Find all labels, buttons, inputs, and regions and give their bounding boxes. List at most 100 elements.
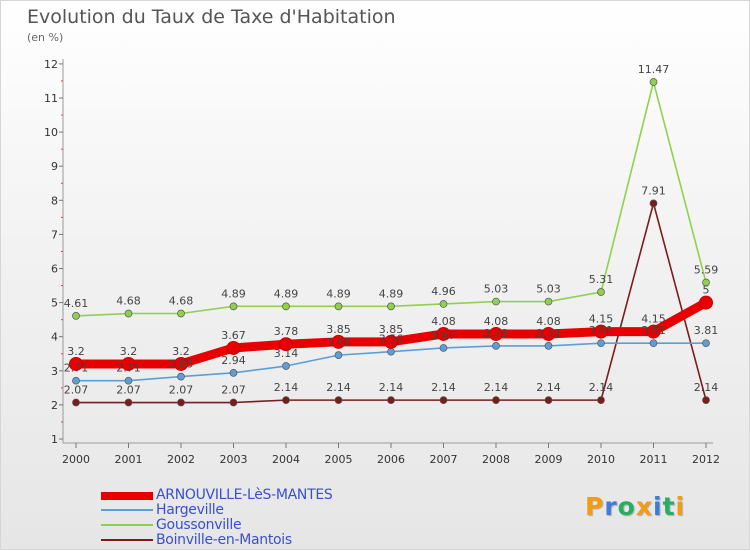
x-tick-label: 2000 <box>62 453 90 466</box>
data-point <box>702 339 710 348</box>
data-point <box>597 396 605 404</box>
legend-swatch <box>101 539 153 541</box>
logo-letter: o <box>617 492 636 521</box>
data-label: 4.96 <box>431 285 456 298</box>
data-point <box>702 396 710 404</box>
data-label: 3.85 <box>326 323 351 336</box>
y-tick-label: 7 <box>51 228 58 241</box>
series-points <box>69 78 713 407</box>
data-point <box>492 297 500 306</box>
data-label: 4.08 <box>484 315 509 328</box>
x-tick-label: 2009 <box>535 453 563 466</box>
legend-label: Boinville-en-Mantois <box>156 532 292 548</box>
data-point <box>331 334 346 349</box>
y-tick-label: 10 <box>44 126 58 139</box>
data-point <box>436 326 451 341</box>
data-point <box>282 396 290 404</box>
data-point <box>384 334 398 349</box>
data-point <box>489 326 503 341</box>
data-label: 2.07 <box>221 384 246 397</box>
data-label: 5.31 <box>589 273 614 286</box>
chart-subtitle: (en %) <box>27 31 64 44</box>
data-point <box>492 342 500 350</box>
data-labels: 3.2 3.2 3.2 3.67 3.78 3.85 3.85 4.08 4.08 4.08 4.1… <box>64 63 719 397</box>
legend-swatch <box>101 509 153 511</box>
data-point <box>334 302 343 311</box>
data-point <box>279 337 293 352</box>
data-label: 2.14 <box>431 381 456 394</box>
data-point <box>594 324 608 339</box>
y-tick-label: 6 <box>51 263 58 276</box>
legend-swatch <box>101 524 153 526</box>
data-label: 4.89 <box>221 287 246 300</box>
data-label: 2.14 <box>274 381 299 394</box>
data-label: 4.61 <box>64 297 89 310</box>
data-label: 3.81 <box>694 324 719 337</box>
data-point <box>282 362 290 370</box>
data-point <box>229 302 238 311</box>
logo-letter: t <box>662 492 676 521</box>
data-label: 3.2 <box>67 345 85 358</box>
data-label: 2.14 <box>484 381 509 394</box>
data-point <box>387 347 395 356</box>
data-label: 3.2 <box>120 345 138 358</box>
y-tick-label: 1 <box>51 433 58 446</box>
data-point <box>492 396 500 404</box>
x-tick-label: 2007 <box>430 453 458 466</box>
data-point <box>544 342 553 350</box>
data-label: 4.89 <box>274 287 299 300</box>
data-point <box>541 326 556 341</box>
x-tick-label: 2001 <box>115 453 143 466</box>
data-point <box>174 356 188 371</box>
logo-letter: x <box>635 492 653 521</box>
data-point <box>124 309 133 318</box>
data-point <box>387 302 395 311</box>
data-point <box>124 376 133 385</box>
data-label: 4.68 <box>169 295 194 308</box>
data-label: 2.14 <box>326 381 351 394</box>
data-point <box>597 339 605 348</box>
data-point <box>334 396 343 404</box>
logo-letter: i <box>675 492 686 521</box>
data-point <box>649 199 658 208</box>
proxiti-logo: Proxiti <box>585 492 685 521</box>
data-label: 2.83 <box>169 358 194 371</box>
chart-title: Evolution du Taux de Taxe d'Habitation <box>27 6 396 28</box>
y-tick-label: 2 <box>51 399 58 412</box>
x-tick-label: 2005 <box>325 453 353 466</box>
data-label: 4.08 <box>536 315 561 328</box>
data-label: 4.68 <box>116 295 141 308</box>
x-tick-label: 2012 <box>692 453 720 466</box>
data-label: 3.78 <box>274 325 299 338</box>
data-label: 2.07 <box>64 384 89 397</box>
data-point <box>177 309 185 318</box>
data-label: 4.89 <box>326 287 351 300</box>
y-tick-label: 5 <box>51 297 58 310</box>
logo-letter: P <box>585 492 605 521</box>
data-label: 3.73 <box>536 327 561 340</box>
data-label: 11.47 <box>638 63 670 76</box>
legend-label: ARNOUVILLE-LèS-MANTES <box>156 487 333 503</box>
data-label: 2.14 <box>536 381 561 394</box>
data-point <box>439 396 448 404</box>
data-point <box>121 356 136 371</box>
data-label: 2.07 <box>116 384 141 397</box>
data-point <box>649 339 658 348</box>
data-label: 5 <box>703 284 710 297</box>
data-point <box>597 288 605 296</box>
x-tick-label: 2011 <box>640 453 668 466</box>
data-label: 5.03 <box>536 283 561 296</box>
data-label: 7.91 <box>641 184 666 197</box>
data-label: 2.71 <box>116 362 141 375</box>
data-label: 3.81 <box>589 324 614 337</box>
data-point <box>226 340 241 355</box>
legend-label: Hargeville <box>156 502 224 518</box>
legend-swatch <box>101 492 153 500</box>
x-tick-label: 2003 <box>220 453 248 466</box>
data-label: 2.14 <box>379 381 404 394</box>
data-point <box>646 324 661 339</box>
x-tick-label: 2010 <box>587 453 615 466</box>
data-label: 5.03 <box>484 283 509 296</box>
